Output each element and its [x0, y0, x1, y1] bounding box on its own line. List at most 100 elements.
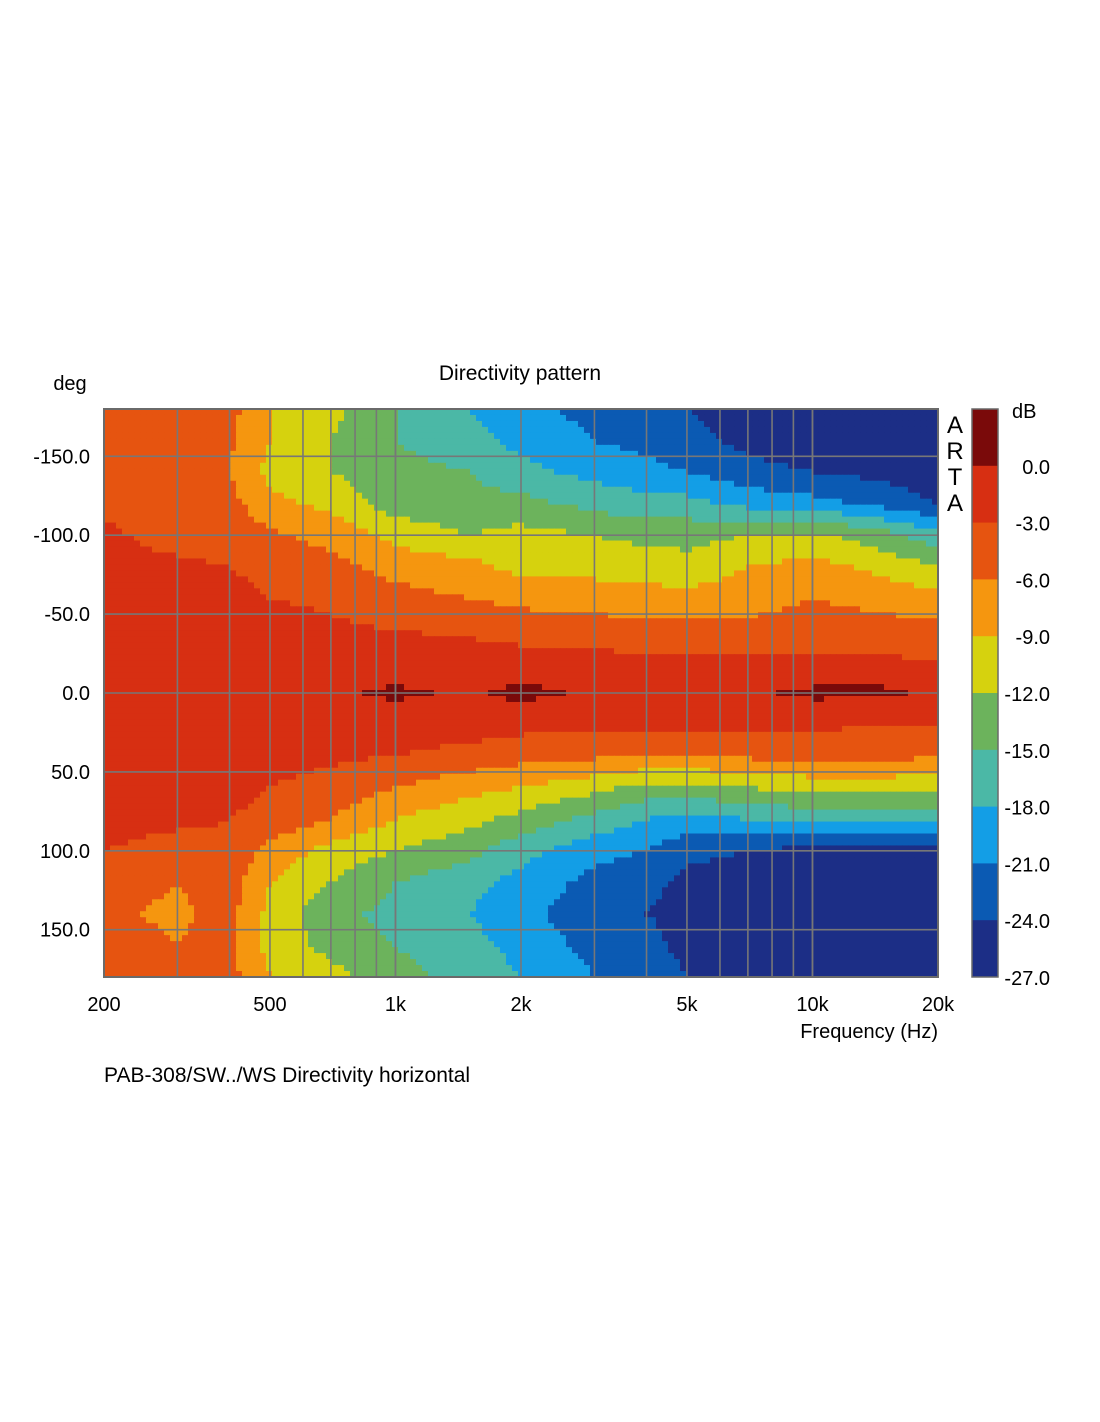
heatmap-cell [836, 444, 843, 452]
heatmap-cell [158, 480, 165, 488]
heatmap-cell [776, 594, 783, 601]
heatmap-cell [812, 450, 819, 458]
heatmap-cell [620, 456, 627, 464]
heatmap-cell [164, 600, 171, 607]
heatmap-cell [680, 558, 687, 566]
heatmap-cell [614, 510, 621, 518]
heatmap-cell [488, 552, 495, 560]
heatmap-cell [434, 444, 441, 452]
heatmap-cell [908, 480, 915, 488]
heatmap-cell [506, 618, 513, 625]
heatmap-cell [692, 576, 699, 583]
heatmap-cell [224, 570, 231, 578]
heatmap-cell [308, 468, 315, 476]
heatmap-cell [566, 486, 573, 494]
heatmap-cell [248, 528, 255, 536]
heatmap-cell [344, 600, 351, 607]
heatmap-cell [476, 516, 483, 524]
heatmap-cell [236, 438, 243, 446]
heatmap-cell [764, 486, 771, 494]
heatmap-cell [560, 558, 567, 566]
heatmap-cell [338, 426, 345, 434]
heatmap-cell [722, 612, 729, 619]
heatmap-cell [704, 474, 711, 482]
heatmap-cell [920, 546, 927, 554]
heatmap-cell [734, 522, 741, 530]
heatmap-cell [848, 612, 855, 619]
heatmap-cell [200, 492, 207, 500]
heatmap-cell [170, 600, 177, 607]
heatmap-cell [164, 540, 171, 548]
heatmap-cell [842, 462, 849, 470]
heatmap-cell [566, 558, 573, 566]
heatmap-cell [890, 576, 897, 583]
heatmap-cell [452, 498, 459, 506]
heatmap-cell [230, 534, 237, 542]
heatmap-cell [650, 612, 657, 619]
heatmap-cell [632, 546, 639, 554]
heatmap-cell [554, 528, 561, 536]
heatmap-cell [224, 576, 231, 583]
heatmap-cell [380, 409, 387, 416]
heatmap-cell [494, 409, 501, 416]
heatmap-cell [860, 534, 867, 542]
heatmap-cell [704, 582, 711, 589]
heatmap-cell [662, 492, 669, 500]
heatmap-cell [530, 552, 537, 560]
heatmap-cell [170, 498, 177, 506]
heatmap-cell [458, 558, 465, 566]
heatmap-cell [320, 522, 327, 530]
heatmap-cell [746, 450, 753, 458]
heatmap-cell [248, 444, 255, 452]
heatmap-cell [776, 492, 783, 500]
heatmap-cell [746, 504, 753, 512]
heatmap-cell [794, 528, 801, 536]
heatmap-cell [614, 552, 621, 560]
heatmap-cell [110, 409, 117, 416]
heatmap-cell [452, 420, 459, 428]
heatmap-cell [494, 474, 501, 482]
heatmap-cell [608, 582, 615, 589]
heatmap-cell [824, 426, 831, 434]
heatmap-cell [698, 498, 705, 506]
heatmap-cell [320, 438, 327, 446]
heatmap-cell [710, 450, 717, 458]
heatmap-cell [698, 516, 705, 524]
heatmap-cell [230, 552, 237, 560]
heatmap-cell [458, 432, 465, 440]
heatmap-cell [860, 594, 867, 601]
heatmap-cell [632, 432, 639, 440]
heatmap-cell [710, 414, 717, 422]
heatmap-cell [884, 480, 891, 488]
heatmap-cell [548, 534, 555, 542]
heatmap-cell [158, 468, 165, 476]
heatmap-cell [602, 456, 609, 464]
heatmap-cell [494, 558, 501, 566]
heatmap-cell [764, 456, 771, 464]
heatmap-cell [236, 420, 243, 428]
heatmap-cell [230, 468, 237, 476]
heatmap-cell [926, 456, 933, 464]
heatmap-cell [446, 606, 453, 613]
heatmap-cell [368, 486, 375, 494]
heatmap-cell [110, 546, 117, 554]
heatmap-cell [536, 582, 543, 589]
heatmap-cell [806, 468, 813, 476]
heatmap-cell [458, 516, 465, 524]
heatmap-cell [698, 504, 705, 512]
heatmap-cell [878, 414, 885, 422]
heatmap-cell [476, 450, 483, 458]
heatmap-cell [620, 528, 627, 536]
heatmap-cell [356, 618, 363, 625]
heatmap-cell [758, 582, 765, 589]
heatmap-cell [230, 540, 237, 548]
heatmap-cell [530, 588, 537, 595]
heatmap-cell [656, 606, 663, 613]
heatmap-cell [590, 426, 597, 434]
heatmap-cell [128, 618, 135, 625]
heatmap-cell [872, 516, 879, 524]
heatmap-cell [104, 588, 111, 595]
heatmap-cell [374, 504, 381, 512]
heatmap-cell [146, 456, 153, 464]
heatmap-cell [296, 486, 303, 494]
